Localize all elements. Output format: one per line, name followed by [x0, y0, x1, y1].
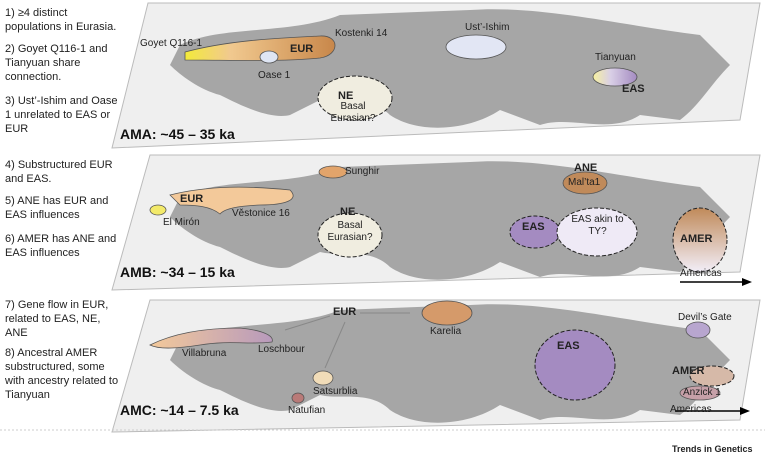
site-label: Karelia — [430, 326, 462, 337]
eas-ty-region — [556, 207, 638, 257]
amer-region — [672, 207, 728, 273]
site-label: Americas — [680, 268, 722, 279]
satsurblia-region — [312, 370, 334, 386]
note: 3) Ust’-Ishim and Oase 1 unrelated to EA… — [5, 95, 118, 135]
basal-region — [317, 75, 393, 121]
site-label: EAS — [522, 221, 545, 233]
site-label: Věstonice 16 — [232, 208, 290, 219]
site-label: ANE — [574, 162, 598, 174]
note: 4) Substructured EUR and EAS. — [5, 159, 113, 185]
site-label: Kostenki 14 — [335, 28, 388, 39]
oase-region — [259, 50, 279, 64]
site-label: NE — [340, 206, 356, 218]
site-label: Mal’ta1 — [568, 177, 601, 188]
arrowhead — [740, 407, 750, 415]
panel-amb — [111, 154, 761, 291]
amer-region — [689, 365, 735, 387]
eur-region — [169, 186, 294, 215]
site-label: AMER — [680, 233, 713, 245]
tianyuan-region — [592, 67, 638, 87]
site-label: EAS — [622, 83, 645, 95]
basal-region — [317, 212, 383, 258]
site-label: AMER — [672, 365, 705, 377]
site-label: Satsurblia — [313, 386, 358, 397]
site-label: Goyet Q116-1 — [140, 38, 203, 49]
site-label: EUR — [180, 193, 204, 205]
footer: Trends in Genetics — [672, 444, 753, 454]
site-label: Loschbour — [258, 344, 305, 355]
arrowhead — [742, 278, 752, 286]
el-miron-region — [149, 204, 167, 216]
site-label: Oase 1 — [258, 70, 291, 81]
site-label: Anzick 1 — [683, 387, 721, 398]
site-label: Tianyuan — [595, 52, 636, 63]
site-label: Basal Eurasian? — [330, 101, 376, 124]
site-label: Basal Eurasian? — [327, 220, 373, 243]
panel-ama — [111, 2, 761, 149]
eur-region — [184, 35, 336, 61]
period-label: AMA: ~45 – 35 ka — [120, 126, 235, 142]
gene-flow-arrows — [284, 312, 410, 369]
site-label: EUR — [333, 306, 357, 318]
note: 8) Ancestral AMER substructured, some wi… — [5, 347, 119, 401]
note: 6) AMER has ANE and EAS influences — [5, 233, 117, 259]
period-label: AMB: ~34 – 15 ka — [120, 264, 235, 280]
note: 7) Gene flow in EUR, related to EAS, NE,… — [5, 299, 109, 339]
eas-region — [534, 329, 616, 401]
note: 2) Goyet Q116-1 and Tianyuan share conne… — [5, 43, 108, 83]
villabruna-region — [149, 327, 273, 349]
period-label: AMC: ~14 – 7.5 ka — [120, 402, 239, 418]
site-label: Devil’s Gate — [678, 312, 732, 323]
site-label: El Mirón — [163, 217, 200, 228]
natufian-region — [291, 392, 305, 404]
panel-amc — [111, 299, 761, 433]
note: 1) ≥4 distinct populations in Eurasia. — [5, 7, 117, 33]
site-label: EAS — [557, 340, 580, 352]
site-label: NE — [338, 90, 354, 102]
ane-region — [562, 171, 608, 195]
karelia-region — [421, 300, 473, 326]
site-label: Ust’-Ishim — [465, 22, 510, 33]
site-label: Natufian — [288, 405, 326, 416]
site-label: Villabruna — [182, 348, 227, 359]
site-label: EAS akin to TY? — [571, 214, 624, 237]
devils-gate-region — [685, 321, 711, 339]
sunghir-region — [318, 165, 348, 179]
anzick-region — [679, 385, 721, 401]
ust-ishim-region — [445, 34, 507, 60]
note: 5) ANE has EUR and EAS influences — [5, 195, 109, 221]
site-label: Sunghir — [345, 166, 380, 177]
site-label: Americas — [670, 404, 712, 415]
site-label: EUR — [290, 43, 314, 55]
